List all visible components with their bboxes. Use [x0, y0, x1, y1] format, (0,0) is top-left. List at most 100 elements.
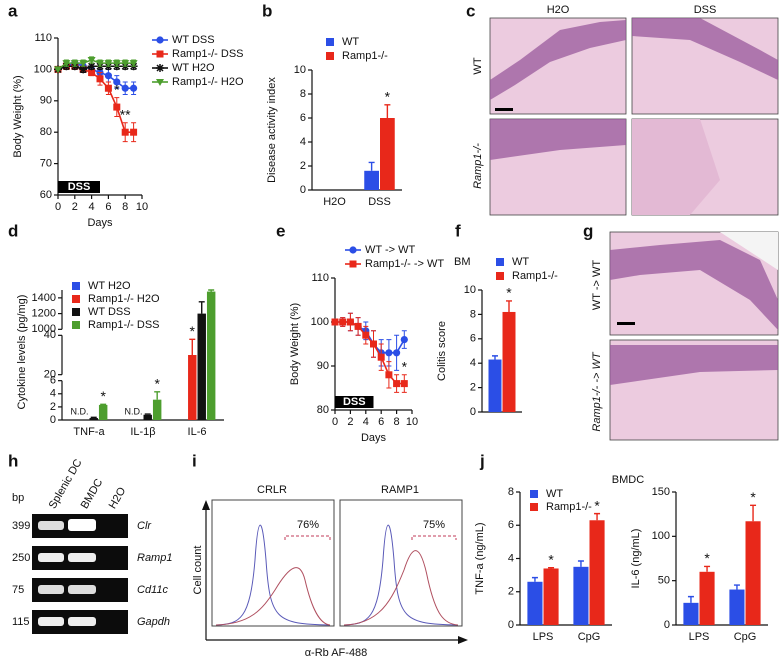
legend-marker — [156, 79, 164, 86]
row-label: Ramp1-/- -> WT — [591, 351, 603, 431]
panel-label: c — [466, 1, 475, 20]
panel-label: d — [8, 221, 18, 240]
x-tick-label: CpG — [578, 631, 601, 643]
y-axis-label: Colitis score — [436, 321, 448, 381]
x-tick-label: 0 — [55, 201, 61, 213]
x-tick-label: 6 — [378, 416, 384, 428]
legend-swatch — [72, 295, 80, 303]
x-tick-label: 4 — [89, 201, 95, 213]
panel-label: e — [276, 221, 285, 240]
legend-swatch — [530, 503, 538, 511]
marker — [62, 60, 71, 68]
y-tick-label: 4 — [50, 388, 56, 400]
marker — [70, 60, 79, 68]
y-tick-label: 10 — [294, 64, 306, 76]
x-tick-label: 10 — [406, 416, 418, 428]
annotation: * — [548, 551, 554, 567]
error-bar — [144, 413, 151, 415]
marker — [370, 340, 377, 348]
legend-swatch — [530, 490, 538, 498]
marker — [79, 65, 88, 74]
y-tick-label: 6 — [50, 375, 56, 387]
gene-label: Gapdh — [137, 616, 170, 628]
x-tick-label: 2 — [347, 416, 353, 428]
marker — [362, 331, 370, 339]
panel-label: a — [8, 1, 18, 20]
treatment-bar — [335, 396, 374, 408]
axis-label: Cell count — [192, 546, 204, 595]
x-tick-label: CpG — [734, 631, 757, 643]
y-axis-label: Disease activity index — [266, 77, 278, 183]
error-bar — [548, 566, 555, 569]
marker — [130, 128, 138, 136]
marker — [113, 78, 121, 86]
marker — [121, 60, 130, 68]
error-bar — [687, 595, 694, 603]
treatment-bar — [58, 181, 100, 193]
annotation: * — [385, 89, 391, 105]
size-label: 115 — [12, 616, 30, 628]
y-tick-label: 110 — [311, 272, 329, 284]
legend-label: WT DSS — [172, 34, 215, 46]
size-label: 75 — [12, 584, 24, 596]
panel-label: b — [262, 1, 272, 20]
marker — [104, 60, 113, 68]
bar — [89, 418, 98, 420]
series-line — [335, 321, 405, 385]
flow-histograms — [202, 499, 468, 644]
x-tick-label: LPS — [689, 631, 710, 643]
x-tick-label: 8 — [394, 416, 400, 428]
treatment-label: DSS — [68, 181, 91, 193]
x-tick-label: TNF-a — [73, 426, 105, 438]
error-bar — [154, 391, 161, 400]
panel-label: h — [8, 451, 18, 470]
error-bar — [577, 560, 584, 567]
y-tick-label: 40 — [44, 329, 56, 341]
unit-label: bp — [12, 492, 24, 504]
marker — [104, 72, 112, 80]
y-tick-label: 70 — [40, 158, 52, 170]
panel-label: i — [192, 451, 197, 470]
bar — [589, 520, 605, 625]
panel-label: f — [455, 221, 461, 240]
error-bar — [506, 300, 512, 312]
y-tick-label: 110 — [34, 32, 52, 44]
x-tick-label: 8 — [122, 201, 128, 213]
legend-marker — [156, 64, 164, 72]
x-tick-label: IL-6 — [188, 426, 207, 438]
bar — [380, 118, 395, 190]
y-tick-label: 1200 — [32, 308, 56, 320]
series-line — [57, 59, 134, 71]
annotation: * — [704, 550, 710, 566]
annotation: * — [190, 323, 196, 339]
marker — [112, 60, 121, 68]
gene-label: Ramp1 — [137, 552, 172, 564]
y-tick-label: 60 — [40, 189, 52, 201]
annotation: * — [506, 285, 512, 301]
legend-label: WT H2O — [88, 280, 131, 292]
bar — [143, 414, 152, 420]
error-bar — [492, 355, 498, 360]
legend-swatch — [326, 52, 334, 60]
gene-label: Clr — [137, 520, 152, 532]
legend-marker — [156, 50, 164, 58]
x-axis-label: Days — [87, 217, 113, 229]
marker — [121, 128, 129, 136]
legend-swatch — [72, 308, 80, 316]
y-tick-label: 4 — [300, 136, 306, 148]
y-tick-label: 100 — [652, 530, 670, 542]
marker — [393, 380, 401, 388]
gene-label: Cd11c — [137, 584, 168, 596]
y-tick-label: 80 — [40, 126, 52, 138]
marker — [88, 69, 96, 77]
legend-label: Ramp1-/- — [342, 50, 388, 62]
legend-label: Ramp1-/- DSS — [172, 48, 244, 60]
annotation: * — [750, 489, 756, 505]
y-tick-label: 2 — [300, 160, 306, 172]
error-bar — [198, 301, 205, 314]
bar — [188, 355, 197, 420]
bar — [98, 404, 108, 420]
y-tick-label: 4 — [470, 357, 476, 369]
y-tick-label: 8 — [300, 88, 306, 100]
y-tick-label: 0 — [664, 619, 670, 631]
